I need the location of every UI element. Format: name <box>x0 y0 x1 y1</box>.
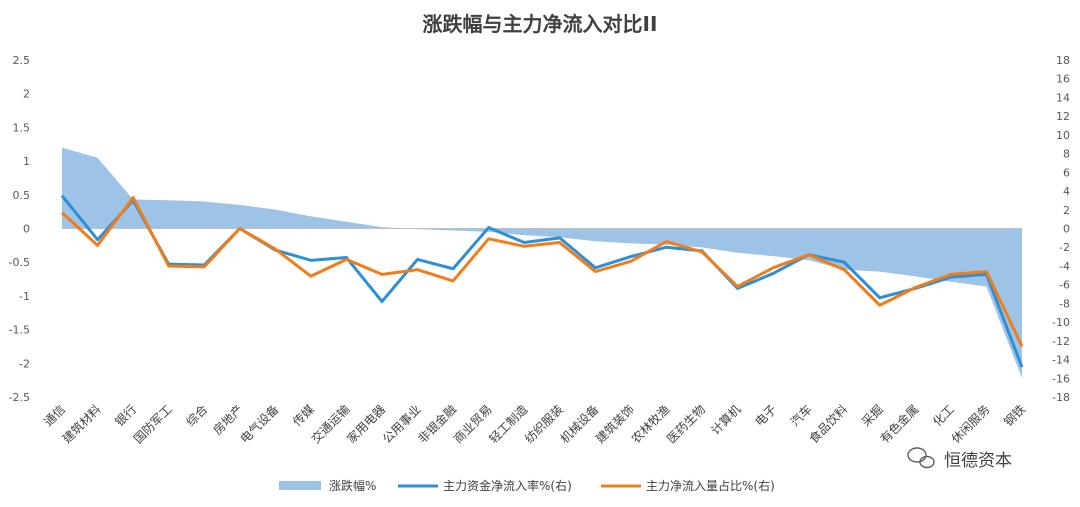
right-tick-label: 6 <box>1063 166 1070 179</box>
chart-title: 涨跌幅与主力净流入对比II <box>422 12 658 36</box>
right-tick-label: -10 <box>1052 316 1070 329</box>
legend: 涨跌幅% 主力资金净流入率%(右) 主力净流入量占比%(右) <box>279 478 775 493</box>
category-label: 食品饮料 <box>806 402 851 447</box>
left-tick-label: 2 <box>23 88 30 101</box>
category-label: 机械设备 <box>557 402 602 447</box>
wechat-icon <box>907 447 935 469</box>
category-label: 钢铁 <box>1001 402 1028 429</box>
category-label: 家用电器 <box>344 402 389 447</box>
category-label: 建筑材料 <box>59 402 104 447</box>
category-label: 采掘 <box>858 402 886 430</box>
right-tick-label: 14 <box>1056 91 1070 104</box>
series-line-2 <box>60 196 1024 348</box>
category-label: 通信 <box>41 402 68 429</box>
legend-label-inflow-rate: 主力资金净流入率%(右) <box>443 478 572 493</box>
category-label: 综合 <box>183 402 211 430</box>
watermark-text: 恒德资本 <box>944 451 1012 471</box>
category-label: 传媒 <box>289 402 317 430</box>
right-tick-label: 4 <box>1063 185 1070 198</box>
category-label: 计算机 <box>708 402 744 438</box>
category-label: 汽车 <box>787 402 815 430</box>
right-tick-label: 2 <box>1063 204 1070 217</box>
left-tick-label: 0 <box>23 223 30 236</box>
right-tick-label: 18 <box>1056 54 1070 67</box>
right-tick-label: -2 <box>1059 241 1070 254</box>
left-tick-label: -2.5 <box>9 391 30 404</box>
legend-swatch-area <box>279 481 321 490</box>
right-tick-label: -18 <box>1052 391 1070 404</box>
category-label: 休闲服务 <box>948 402 993 447</box>
right-tick-label: -4 <box>1059 260 1070 273</box>
right-tick-label: -16 <box>1052 372 1070 385</box>
category-label: 交通运输 <box>308 402 353 447</box>
right-tick-label: 10 <box>1056 129 1070 142</box>
left-tick-label: 0.5 <box>13 189 31 202</box>
right-tick-label: 8 <box>1063 148 1070 161</box>
left-tick-label: -1.5 <box>9 324 30 337</box>
category-label: 农林牧渔 <box>629 402 673 446</box>
category-label: 公用事业 <box>380 402 424 446</box>
right-tick-label: -12 <box>1052 335 1070 348</box>
legend-label-area: 涨跌幅% <box>329 478 376 493</box>
right-tick-label: 16 <box>1056 73 1070 86</box>
right-tick-label: -6 <box>1059 279 1070 292</box>
right-tick-label: -8 <box>1059 297 1070 310</box>
category-label: 轻工制造 <box>486 402 530 446</box>
left-tick-label: 2.5 <box>13 54 31 67</box>
category-label: 纺织服装 <box>522 402 566 446</box>
legend-label-inflow-share: 主力净流入量占比%(右) <box>646 478 775 493</box>
watermark: 恒德资本 <box>907 447 1012 471</box>
category-label: 电气设备 <box>237 402 282 447</box>
left-axis: 2.5 2 1.5 1 0.5 0 -0.5 -1 -1.5 -2 -2.5 <box>9 54 30 404</box>
category-label: 电子 <box>752 402 779 429</box>
left-tick-label: -0.5 <box>9 256 30 269</box>
line-layer <box>60 194 1024 368</box>
category-label: 医药生物 <box>664 402 708 446</box>
right-tick-label: 0 <box>1063 223 1070 236</box>
category-label: 商业贸易 <box>450 402 495 447</box>
category-label: 银行 <box>112 402 139 429</box>
left-tick-label: -2 <box>19 357 30 370</box>
right-tick-label: -14 <box>1052 354 1070 367</box>
category-label: 国防军工 <box>130 402 175 447</box>
category-label: 化工 <box>930 402 957 429</box>
category-label: 建筑装饰 <box>592 402 637 447</box>
right-axis: 18 16 14 12 10 8 6 4 2 0 -2 -4 -6 -8 -10 -12 -14 -16 -18 <box>1052 54 1070 404</box>
left-tick-label: 1 <box>23 155 30 168</box>
left-tick-label: 1.5 <box>13 121 31 134</box>
right-tick-label: 12 <box>1056 110 1070 123</box>
left-tick-label: -1 <box>19 290 30 303</box>
category-label: 非银金融 <box>415 402 460 447</box>
category-label: 有色金属 <box>877 402 922 447</box>
